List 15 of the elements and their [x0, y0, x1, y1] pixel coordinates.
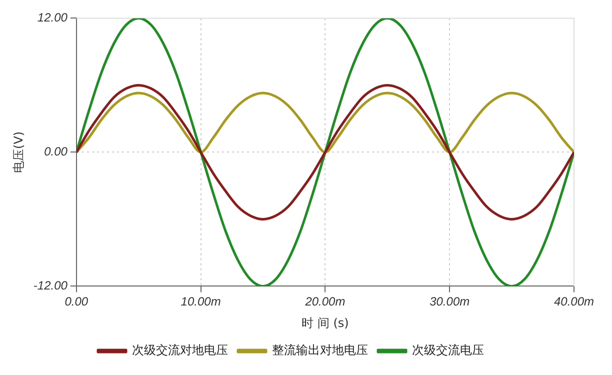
legend-label: 整流输出对地电压: [272, 343, 368, 358]
line-series: [76, 84, 574, 220]
x-tick-label: 30.00m: [430, 294, 470, 309]
legend-label: 次级交流对地电压: [132, 343, 228, 358]
y-tick-label: 0.00: [44, 144, 68, 159]
y-tick-label: -12.00: [33, 278, 68, 293]
y-tick-label: 12.00: [37, 10, 68, 25]
x-axis-title: 时 间 (s): [302, 316, 349, 330]
x-tick-label: 20.00m: [304, 294, 346, 309]
x-tick-label: 40.00m: [554, 294, 594, 309]
y-axis-title: 电压(V): [11, 131, 26, 173]
line-series: [76, 92, 574, 154]
x-tick-label: 0.00: [64, 294, 88, 309]
legend-label: 次级交流电压: [412, 343, 484, 358]
x-tick-label: 10.00m: [180, 294, 221, 309]
